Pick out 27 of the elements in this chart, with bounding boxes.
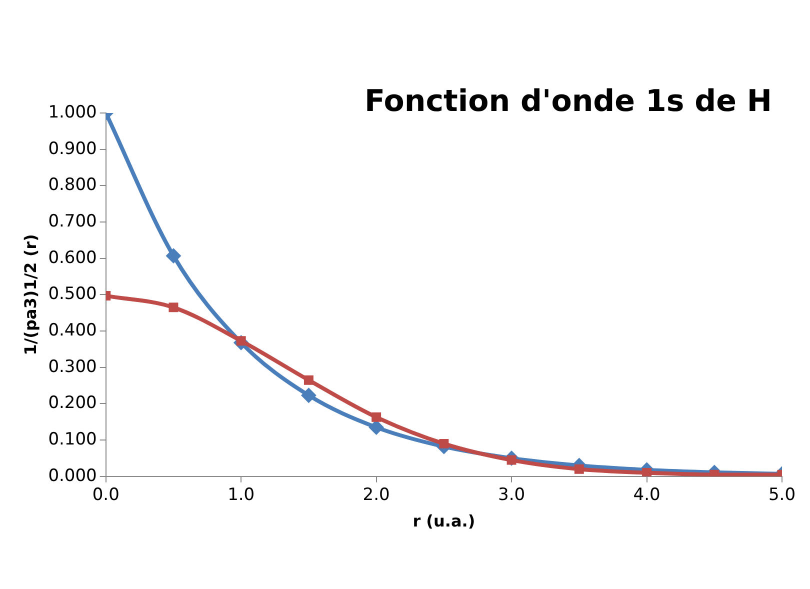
chart-title: Fonction d'onde 1s de H bbox=[364, 84, 772, 119]
y-tick-label: 0.000 bbox=[48, 466, 97, 486]
x-tick-label: 4.0 bbox=[633, 485, 660, 506]
point bbox=[372, 412, 382, 422]
x-tick-label: 3.0 bbox=[498, 485, 526, 506]
point bbox=[301, 388, 316, 403]
point bbox=[574, 464, 584, 474]
y-tick-label: 0.800 bbox=[48, 175, 97, 196]
y-tick-label: 0.500 bbox=[48, 284, 97, 304]
y-tick-label: 0.600 bbox=[48, 248, 97, 268]
y-tick-label: 0.100 bbox=[48, 429, 97, 450]
y-tick-label: 0.900 bbox=[48, 138, 97, 159]
y-tick-label: 0.700 bbox=[48, 211, 97, 232]
x-tick-label: 0.0 bbox=[92, 485, 120, 506]
point bbox=[368, 420, 384, 435]
point bbox=[168, 302, 178, 312]
point bbox=[166, 248, 181, 264]
x-axis-title: r (u.a.) bbox=[412, 512, 476, 531]
x-tick-label: 1.0 bbox=[228, 485, 255, 506]
x-tick-label: 2.0 bbox=[362, 485, 390, 506]
y-tick-label: 0.400 bbox=[48, 320, 97, 340]
point bbox=[304, 375, 314, 385]
y-tick-label: 1.000 bbox=[48, 102, 97, 122]
y-axis-title: 1/(pa3)1/2 (r) bbox=[20, 234, 40, 356]
y-tick-label: 0.200 bbox=[48, 393, 97, 414]
y-tick-label: 0.300 bbox=[48, 356, 97, 377]
x-tick-label: 5.0 bbox=[768, 485, 796, 506]
